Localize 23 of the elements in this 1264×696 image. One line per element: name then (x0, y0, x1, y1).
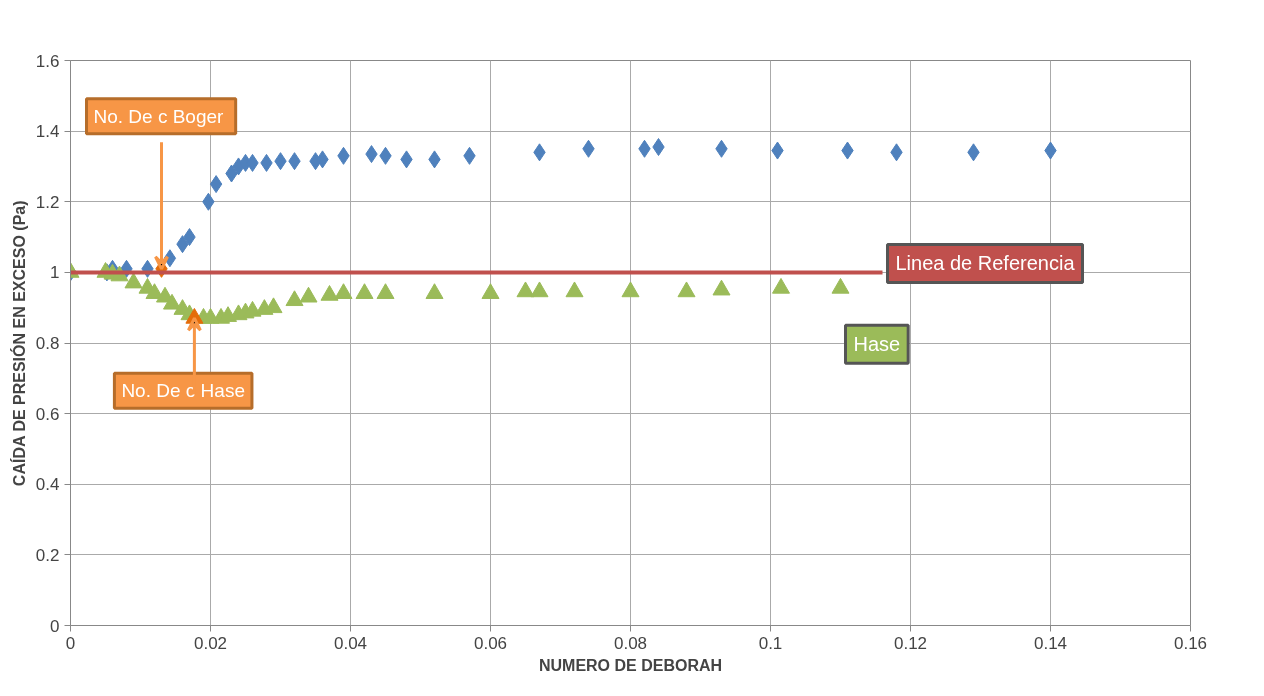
y-tick-label: 1.2 (35, 192, 60, 212)
series-label: Linea de Referencia (895, 252, 1076, 275)
text: Hase (853, 333, 901, 356)
y-axis-title: CAÍDA DE PRESIÓN EN EXCESO (Pa) (9, 200, 28, 487)
y-tick-label: 0.8 (35, 334, 60, 353)
y-tick-label: 0.6 (35, 404, 60, 424)
x-tick-label: 0.12 (893, 633, 928, 653)
x-tick-label: 0.04 (333, 633, 368, 653)
x-tick-label: 0.08 (613, 633, 648, 653)
x-tick-label: 0 (65, 633, 76, 653)
y-tick-label: 0 (50, 616, 60, 636)
y-tick-label: 1.6 (35, 51, 60, 71)
x-axis-title: NUMERO DE DEBORAH (538, 656, 723, 674)
x-tick-label: 0.1 (758, 633, 783, 653)
y-tick-label: 1 (50, 263, 60, 283)
y-tick-label: 0.2 (35, 545, 60, 565)
y-tick-label: 1.4 (35, 122, 60, 142)
x-tick-label: 0.06 (473, 633, 508, 653)
x-tick-label: 0.16 (1173, 633, 1208, 653)
y-tick-label: 0.4 (35, 475, 60, 495)
x-tick-label: 0.02 (193, 633, 228, 653)
annotation: No. De c Boger (93, 105, 225, 127)
x-tick-label: 0.14 (1033, 633, 1068, 653)
